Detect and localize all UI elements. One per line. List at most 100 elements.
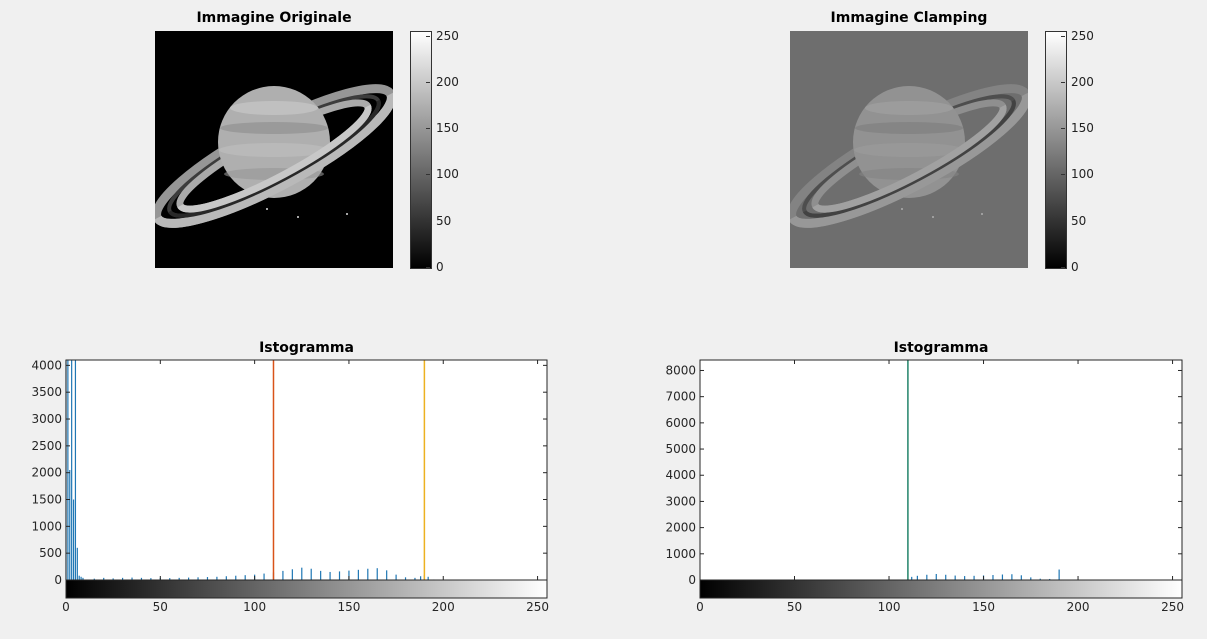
moon [297,216,299,218]
colorbar-tick-label: 0 [1071,260,1079,274]
colorbar-tick-mark [1061,220,1065,222]
histogram-bar [338,571,341,580]
histogram-title-left: Istogramma [259,340,354,356]
colorbar-tick-label: 100 [436,167,459,182]
x-tick-label: 0 [62,600,70,614]
histogram-bar [235,575,237,580]
histogram-bar [225,576,227,580]
histogram-bar [197,577,199,580]
colorbar-tick-label: 0 [436,260,444,274]
histogram-bar [71,360,73,580]
plot-area [700,360,1182,598]
grayscale-strip [700,580,1182,598]
moon [266,208,268,210]
original-image [155,31,393,268]
moon [346,213,348,215]
histogram-bar [320,570,322,580]
histogram-bar [404,577,407,580]
moon [981,213,983,215]
y-tick-label: 3000 [31,412,62,426]
moon [932,216,934,218]
y-tick-label: 2500 [31,439,62,453]
histogram-bar [376,568,378,580]
histogram-bar [282,570,284,580]
y-tick-label: 0 [688,573,696,587]
colorbar-tick-label: 250 [1071,28,1094,43]
colorbar-tick-mark [426,35,430,37]
original-image-title: Immagine Originale [196,10,352,26]
histogram-bar [395,574,397,580]
axes-frame [699,359,1183,599]
y-tick-label: 6000 [665,416,696,430]
x-tick-label: 50 [787,600,802,614]
histogram-bar [74,360,77,580]
histogram-bar [1020,575,1022,580]
x-tick-label: 250 [1161,600,1184,614]
y-tick-label: 1000 [665,547,696,561]
histogram-bar [206,577,209,580]
clamping-image [790,31,1028,268]
histogram-bar [80,576,82,580]
histogram-bar [140,577,143,580]
y-tick-label: 4000 [31,358,62,372]
histogram-bar [93,578,95,580]
colorbar-tick-label: 200 [436,74,459,89]
x-tick-label: 100 [243,600,266,614]
histogram-bar [310,568,312,580]
histogram-bar [244,575,246,580]
colorbar-tick-mark [1061,128,1065,130]
histogram-bar [348,570,350,580]
moon [901,208,903,210]
histogram-bar [169,578,171,580]
histogram-bar [291,569,293,580]
grayscale-strip [66,580,547,598]
histogram-bar [1030,577,1032,580]
colorbar-tick-mark [426,174,430,176]
histogram-bar [263,573,265,580]
histogram-bar [945,574,947,580]
histogram-bar [427,576,429,580]
colorbar-tick-mark [1061,35,1065,37]
histogram-bar [935,573,937,580]
histogram-bar [121,577,124,580]
colorbar-tick-label: 50 [1071,213,1087,228]
colorbar-tick-mark [426,220,430,222]
histogram-bar [992,575,994,580]
y-tick-label: 5000 [665,442,696,456]
y-tick-label: 2000 [31,466,62,480]
saturn [790,84,1028,228]
histogram-bar [103,577,105,580]
clamping-colorbar [1045,31,1067,269]
colorbar-tick-mark [426,81,430,83]
y-tick-label: 8000 [665,363,696,377]
histogram-bar [357,569,359,580]
histogram-bar [911,576,913,580]
x-tick-label: 50 [153,600,168,614]
original-colorbar [410,31,432,269]
histogram-bar [329,571,331,580]
histogram-bar [926,574,928,580]
histogram-bar [367,568,369,580]
colorbar-tick-label: 200 [1071,74,1094,89]
x-tick-label: 100 [878,600,901,614]
histogram-bar [414,577,416,580]
y-tick-label: 3500 [31,385,62,399]
y-tick-label: 0 [54,573,62,587]
saturn [155,84,393,228]
x-tick-label: 150 [972,600,995,614]
histogram-bar [301,567,303,580]
colorbar-tick-label: 150 [1071,121,1094,136]
x-tick-label: 200 [1067,600,1090,614]
x-tick-label: 200 [432,600,455,614]
histogram-bar [78,575,80,580]
histogram-bar [82,577,84,580]
y-tick-label: 4000 [665,468,696,482]
histogram-bar [420,576,422,580]
y-tick-label: 3000 [665,494,696,508]
colorbar-tick-mark [1061,81,1065,83]
clamping-image-title: Immagine Clamping [830,10,988,26]
histogram-bar [973,575,975,580]
axes-frame [65,359,548,599]
colorbar-tick-label: 50 [436,213,452,228]
